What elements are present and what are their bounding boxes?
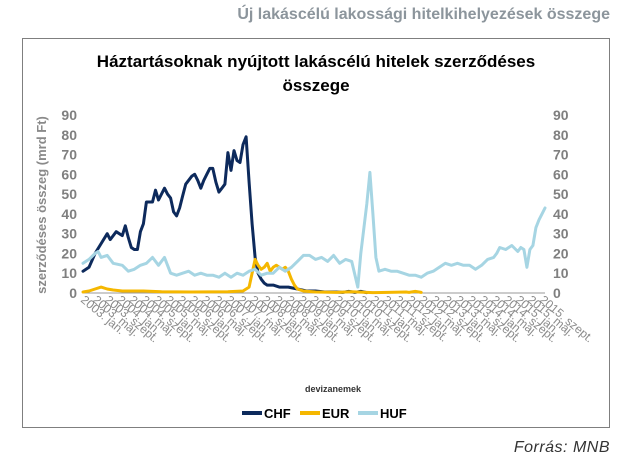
series-line-huf — [81, 170, 547, 289]
chart-title-line-1: Háztartásoknak nyújtott lakáscélú hitele… — [96, 52, 536, 71]
y-tick-label-left: 0 — [69, 285, 77, 301]
y-tick-label-right: 0 — [553, 285, 561, 301]
y-tick-label-left: 70 — [61, 147, 77, 163]
y-axis-right: 0 10 20 30 40 50 60 70 80 90 — [553, 107, 569, 301]
y-axis-label: szerződéses összeg (mrd Ft) — [34, 116, 49, 294]
y-tick-label-right: 80 — [553, 127, 569, 143]
y-tick-label-left: 50 — [61, 186, 77, 202]
legend-label-huf: HUF — [380, 406, 407, 421]
y-tick-label-left: 40 — [61, 206, 77, 222]
source-note: Forrás: MNB — [513, 439, 610, 456]
chart-title-line-2: összege — [282, 76, 350, 95]
y-tick-label-left: 10 — [61, 265, 77, 281]
y-tick-label-left: 60 — [61, 166, 77, 182]
series-line-eur — [81, 257, 423, 295]
y-tick-label-left: 90 — [61, 107, 77, 123]
y-tick-label-right: 10 — [553, 265, 569, 281]
y-tick-label-right: 90 — [553, 107, 569, 123]
series-lines — [81, 135, 547, 295]
y-tick-label-left: 80 — [61, 127, 77, 143]
series-line-chf — [81, 135, 369, 295]
legend-label-eur: EUR — [322, 406, 350, 421]
y-tick-label-right: 30 — [553, 226, 569, 242]
legend-title: devizanemek — [305, 384, 362, 394]
y-tick-label-left: 30 — [61, 226, 77, 242]
chart-title: Háztartásoknak nyújtott lakáscélú hitele… — [22, 50, 610, 98]
y-tick-label-right: 70 — [553, 147, 569, 163]
y-tick-label-right: 40 — [553, 206, 569, 222]
page-header-title: Új lakáscélú lakossági hitelkihelyezések… — [237, 6, 610, 23]
legend: CHF EUR HUF — [242, 406, 407, 421]
y-tick-label-right: 50 — [553, 186, 569, 202]
legend-label-chf: CHF — [264, 406, 291, 421]
y-tick-label-left: 20 — [61, 245, 77, 261]
x-axis: 2003. jan.2003. máj.2003. szept.2004. ja… — [78, 293, 596, 346]
y-axis-left: 0 10 20 30 40 50 60 70 80 90 — [61, 107, 77, 301]
y-tick-label-right: 60 — [553, 166, 569, 182]
y-tick-label-right: 20 — [553, 245, 569, 261]
